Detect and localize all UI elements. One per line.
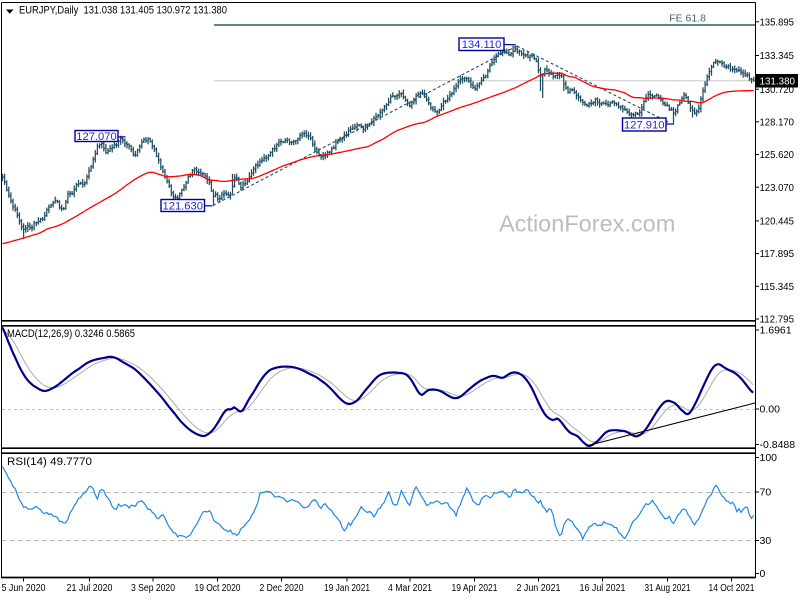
svg-text:121.630: 121.630 <box>163 200 203 212</box>
svg-text:5 Jun 2020: 5 Jun 2020 <box>2 582 46 594</box>
svg-text:134.110: 134.110 <box>462 39 502 51</box>
svg-text:70: 70 <box>760 487 772 499</box>
svg-text:14 Oct 2021: 14 Oct 2021 <box>709 582 755 594</box>
svg-text:MACD(12,26,9) 0.3246 0.5865: MACD(12,26,9) 0.3246 0.5865 <box>7 328 135 340</box>
svg-text:21 Jul 2020: 21 Jul 2020 <box>67 582 113 594</box>
svg-text:135.895: 135.895 <box>760 16 795 28</box>
svg-text:133.345: 133.345 <box>760 50 795 62</box>
svg-text:31 Aug 2021: 31 Aug 2021 <box>645 582 691 594</box>
svg-text:19 Apr 2021: 19 Apr 2021 <box>452 582 498 594</box>
svg-text:4 Mar 2021: 4 Mar 2021 <box>388 582 432 594</box>
svg-text:0: 0 <box>760 568 766 580</box>
svg-text:127.070: 127.070 <box>76 131 116 143</box>
svg-text:120.445: 120.445 <box>760 216 795 228</box>
svg-text:115.345: 115.345 <box>760 281 795 293</box>
svg-text:112.795: 112.795 <box>760 314 795 326</box>
svg-text:128.170: 128.170 <box>760 116 795 128</box>
svg-text:127.910: 127.910 <box>624 119 664 131</box>
svg-text:131.380: 131.380 <box>760 76 796 88</box>
svg-text:0.00: 0.00 <box>760 404 781 416</box>
svg-text:30: 30 <box>760 535 772 547</box>
svg-text:125.620: 125.620 <box>760 149 795 161</box>
svg-text:19 Oct 2020: 19 Oct 2020 <box>195 582 241 594</box>
svg-text:3 Sep 2020: 3 Sep 2020 <box>131 582 175 594</box>
svg-text:2 Jun 2021: 2 Jun 2021 <box>517 582 561 594</box>
svg-text:ActionForex.com: ActionForex.com <box>499 211 675 237</box>
svg-text:100: 100 <box>760 452 778 464</box>
svg-text:19 Jan 2021: 19 Jan 2021 <box>324 582 370 594</box>
svg-text:16 Jul 2021: 16 Jul 2021 <box>580 582 626 594</box>
svg-text:-0.8488: -0.8488 <box>760 439 796 451</box>
svg-text:1.6961: 1.6961 <box>760 325 792 337</box>
svg-text:2 Dec 2020: 2 Dec 2020 <box>260 582 304 594</box>
svg-text:FE 61.8: FE 61.8 <box>669 13 706 25</box>
svg-text:117.895: 117.895 <box>760 248 795 260</box>
svg-text:123.070: 123.070 <box>760 182 795 194</box>
svg-text:RSI(14) 49.7770: RSI(14) 49.7770 <box>7 456 92 468</box>
svg-text:EURJPY,Daily 131.038 131.405: EURJPY,Daily 131.038 131.405 130.972 131… <box>19 5 227 17</box>
